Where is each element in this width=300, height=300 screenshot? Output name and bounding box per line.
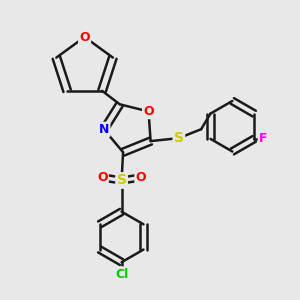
Text: S: S: [117, 173, 127, 188]
Text: O: O: [143, 105, 154, 118]
Text: S: S: [174, 131, 184, 145]
Text: F: F: [259, 132, 267, 146]
Text: O: O: [79, 31, 90, 44]
Text: N: N: [99, 123, 109, 136]
Text: O: O: [136, 171, 146, 184]
Text: O: O: [97, 171, 108, 184]
Text: Cl: Cl: [115, 268, 128, 281]
